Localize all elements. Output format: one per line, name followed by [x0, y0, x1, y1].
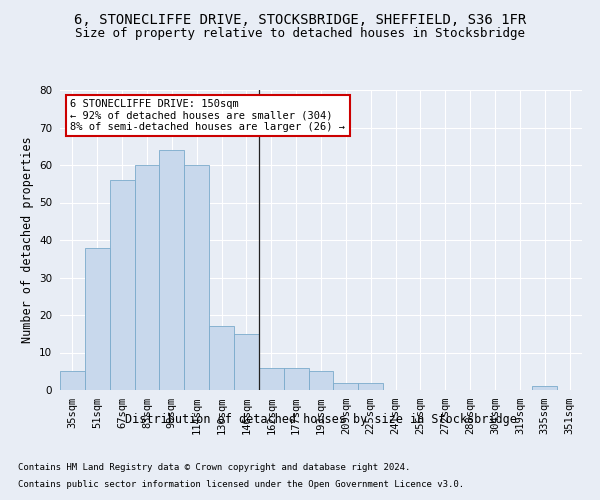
Bar — [334, 382, 358, 390]
Text: 6, STONECLIFFE DRIVE, STOCKSBRIDGE, SHEFFIELD, S36 1FR: 6, STONECLIFFE DRIVE, STOCKSBRIDGE, SHEF… — [74, 12, 526, 26]
Bar — [308, 371, 334, 390]
Y-axis label: Number of detached properties: Number of detached properties — [20, 136, 34, 344]
Text: Contains public sector information licensed under the Open Government Licence v3: Contains public sector information licen… — [18, 480, 464, 489]
Bar — [110, 180, 134, 390]
Bar — [209, 326, 234, 390]
Bar — [284, 368, 308, 390]
Text: 6 STONECLIFFE DRIVE: 150sqm
← 92% of detached houses are smaller (304)
8% of sem: 6 STONECLIFFE DRIVE: 150sqm ← 92% of det… — [70, 99, 346, 132]
Text: Distribution of detached houses by size in Stocksbridge: Distribution of detached houses by size … — [125, 412, 517, 426]
Bar — [532, 386, 557, 390]
Bar — [60, 371, 85, 390]
Text: Contains HM Land Registry data © Crown copyright and database right 2024.: Contains HM Land Registry data © Crown c… — [18, 464, 410, 472]
Text: Size of property relative to detached houses in Stocksbridge: Size of property relative to detached ho… — [75, 28, 525, 40]
Bar — [134, 165, 160, 390]
Bar — [85, 248, 110, 390]
Bar — [234, 334, 259, 390]
Bar — [358, 382, 383, 390]
Bar — [184, 165, 209, 390]
Bar — [259, 368, 284, 390]
Bar — [160, 150, 184, 390]
